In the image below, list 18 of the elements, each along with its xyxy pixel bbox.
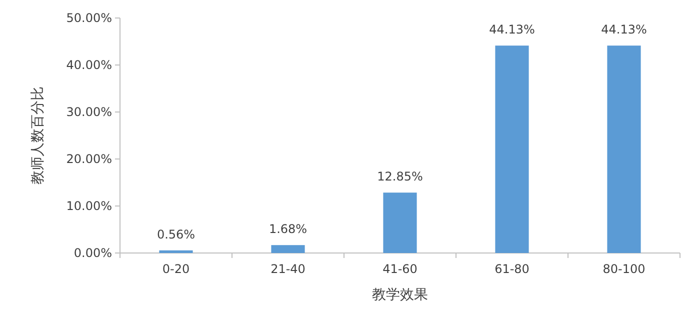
- y-tick-label: 20.00%: [66, 152, 112, 166]
- data-label: 44.13%: [489, 22, 535, 37]
- y-tick-label: 30.00%: [66, 105, 112, 119]
- x-tick-label: 61-80: [494, 262, 530, 276]
- y-axis-title: 教师人数百分比: [30, 86, 46, 184]
- y-tick-label: 0.00%: [74, 246, 112, 260]
- y-tick-label: 50.00%: [66, 11, 112, 25]
- x-tick-label: 41-60: [382, 262, 418, 276]
- x-tick-label: 80-100: [602, 262, 646, 276]
- y-tick-label: 40.00%: [66, 58, 112, 72]
- data-label: 44.13%: [601, 22, 647, 37]
- x-tick-label: 21-40: [270, 262, 306, 276]
- data-label: 1.68%: [268, 222, 308, 236]
- data-label: 12.85%: [377, 170, 423, 184]
- x-axis-title: 教学效果: [372, 287, 428, 303]
- data-label: 0.56%: [156, 227, 196, 242]
- x-tick-label: 0-20: [162, 262, 190, 276]
- y-tick-label: 10.00%: [66, 199, 112, 213]
